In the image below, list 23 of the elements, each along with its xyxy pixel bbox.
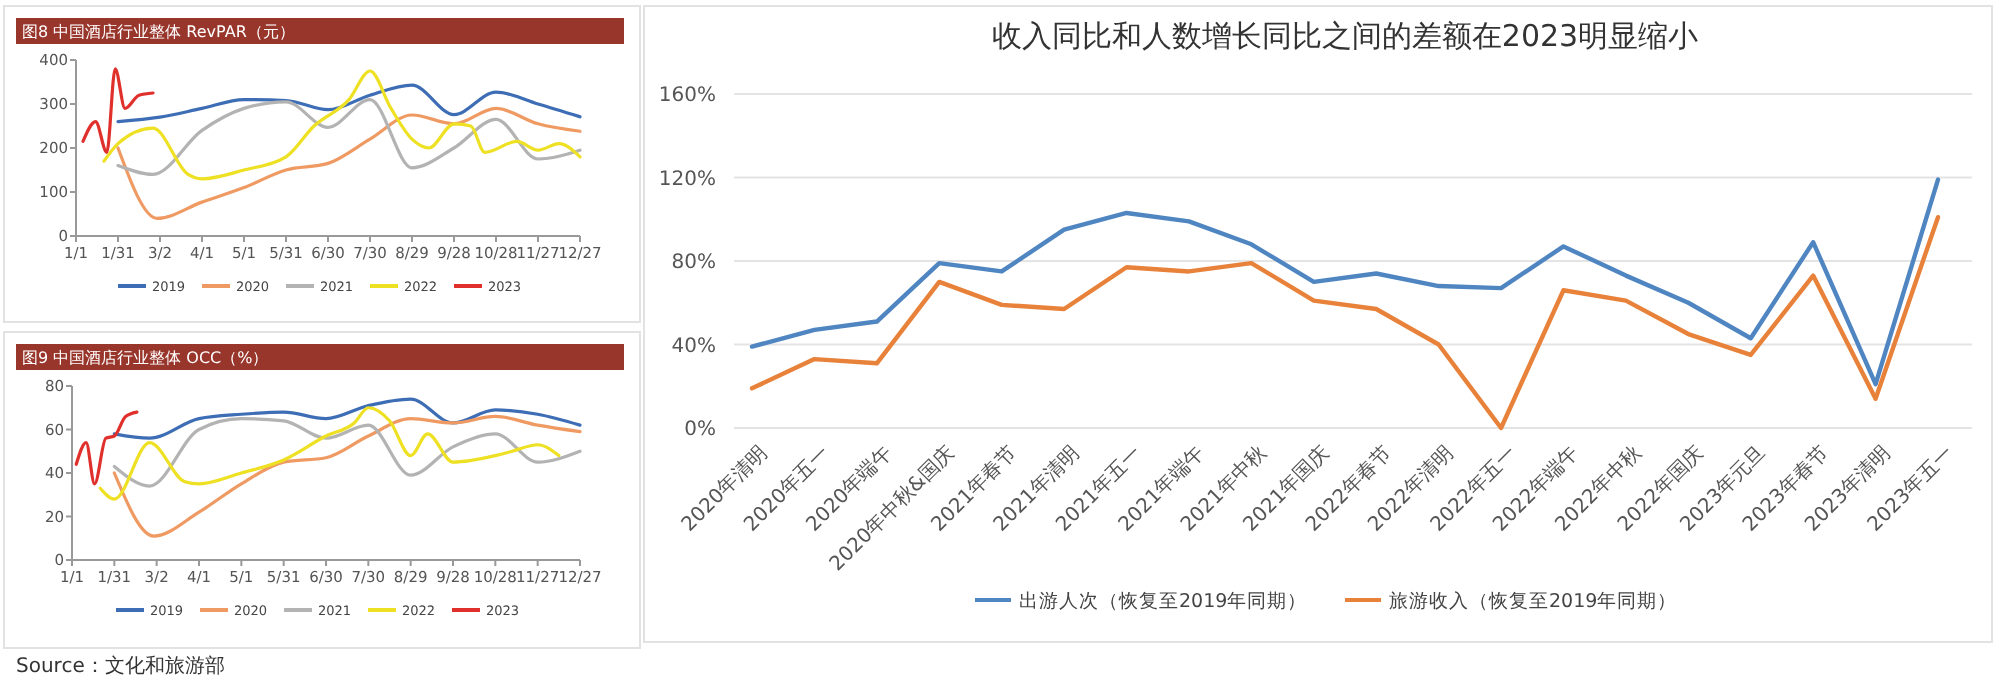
legend-label: 旅游收入（恢复至2019年同期） xyxy=(1389,588,1678,613)
y-tick-label: 40% xyxy=(671,335,716,358)
line-series xyxy=(74,410,139,486)
chart-title: 图8 中国酒店行业整体 RevPAR（元） xyxy=(22,23,295,41)
line-series xyxy=(98,406,561,501)
chart-title: 收入同比和人数增长同比之间的差额在2023明显缩小 xyxy=(991,18,1699,54)
line-series xyxy=(112,417,582,488)
line-series xyxy=(749,214,1941,431)
legend-label: 出游人次（恢复至2019年同期） xyxy=(1019,588,1308,613)
line-series xyxy=(116,83,582,124)
y-tick-label: 80% xyxy=(671,252,716,274)
y-tick-label: 0% xyxy=(684,419,716,441)
y-tick-label: 120% xyxy=(658,168,716,191)
source-note: Source：文化和旅游部 xyxy=(16,654,225,678)
chart-title: 图9 中国酒店行业整体 OCC（%） xyxy=(22,349,269,367)
line-series xyxy=(116,98,582,176)
line-series xyxy=(102,69,582,181)
line-series xyxy=(112,414,582,538)
line-series xyxy=(112,397,582,440)
line-series xyxy=(749,177,1941,387)
y-tick-label: 160% xyxy=(658,85,716,107)
line-series xyxy=(116,106,582,220)
line-series xyxy=(81,67,155,154)
